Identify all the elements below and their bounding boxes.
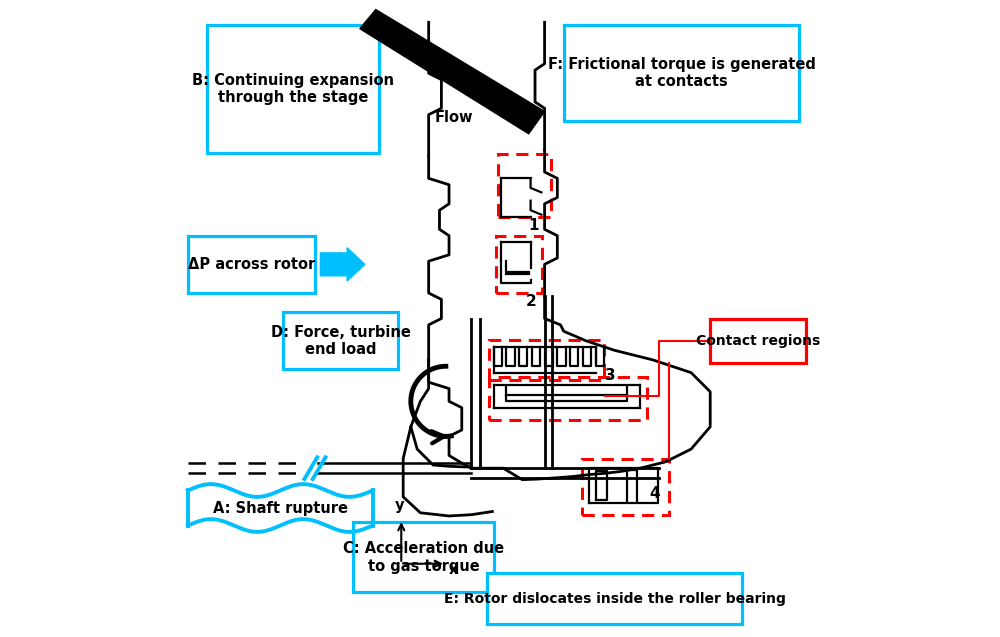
Bar <box>489 340 604 380</box>
Text: x: x <box>449 562 458 577</box>
Text: 2: 2 <box>525 294 536 310</box>
FancyBboxPatch shape <box>487 573 742 624</box>
Text: 3: 3 <box>605 368 616 383</box>
Text: 4: 4 <box>650 486 660 501</box>
FancyBboxPatch shape <box>207 25 379 153</box>
FancyBboxPatch shape <box>353 522 494 592</box>
Text: 1: 1 <box>529 218 539 233</box>
Bar <box>582 459 669 515</box>
Text: A: Shaft rupture: A: Shaft rupture <box>213 501 348 515</box>
Text: D: Force, turbine
end load: D: Force, turbine end load <box>271 325 411 357</box>
FancyBboxPatch shape <box>188 236 315 293</box>
Text: Flow: Flow <box>434 110 473 125</box>
Text: Contact regions: Contact regions <box>696 334 820 348</box>
Polygon shape <box>360 10 545 134</box>
Bar <box>498 154 551 217</box>
FancyBboxPatch shape <box>710 318 806 363</box>
FancyBboxPatch shape <box>564 25 799 121</box>
Text: ΔP across rotor: ΔP across rotor <box>188 257 315 272</box>
Text: E: Rotor dislocates inside the roller bearing: E: Rotor dislocates inside the roller be… <box>444 592 786 606</box>
Bar <box>489 377 647 420</box>
Text: y: y <box>395 497 404 513</box>
Text: F: Frictional torque is generated
at contacts: F: Frictional torque is generated at con… <box>548 57 815 89</box>
FancyBboxPatch shape <box>283 312 398 369</box>
Text: B: Continuing expansion
through the stage: B: Continuing expansion through the stag… <box>192 73 394 105</box>
Bar <box>496 236 542 293</box>
Text: C: Acceleration due
to gas torque: C: Acceleration due to gas torque <box>343 541 504 573</box>
FancyArrow shape <box>320 248 365 281</box>
